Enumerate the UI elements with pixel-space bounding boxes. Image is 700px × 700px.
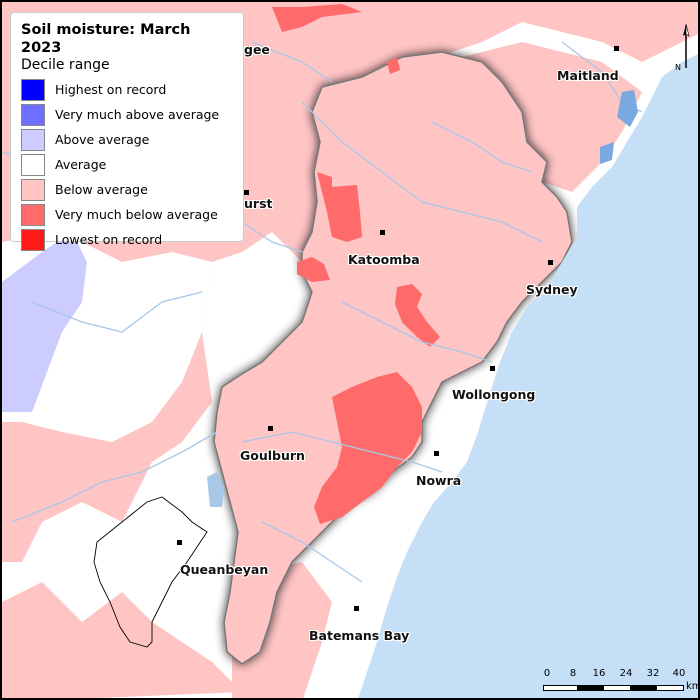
legend-swatch bbox=[21, 228, 45, 251]
scale-segment-1 bbox=[543, 685, 578, 691]
legend-swatch bbox=[21, 103, 45, 126]
scale-segment-2 bbox=[577, 685, 604, 691]
very-much-below-average-zone-3 bbox=[317, 172, 362, 242]
place-label-mudgee: gee bbox=[244, 42, 270, 57]
legend-item: Average bbox=[21, 152, 233, 177]
scale-unit: km bbox=[686, 681, 700, 692]
legend-label: Very much below average bbox=[55, 207, 218, 222]
place-label-nowra: Nowra bbox=[416, 473, 462, 488]
legend-items: Highest on record Very much above average… bbox=[21, 77, 233, 252]
town-marker-bathurst bbox=[244, 190, 249, 195]
scale-tick-label: 8 bbox=[569, 668, 577, 679]
place-label-katoomba: Katoomba bbox=[348, 252, 420, 267]
legend-label: Below average bbox=[55, 182, 148, 197]
very-much-below-average-zone-6 bbox=[387, 57, 400, 74]
legend-item: Above average bbox=[21, 127, 233, 152]
town-marker-maitland bbox=[614, 46, 619, 51]
very-much-below-average-zone-1 bbox=[314, 372, 422, 524]
tasman-sea bbox=[358, 54, 698, 698]
scale-bar: 0 8 16 24 32 40 km bbox=[542, 668, 700, 696]
legend-subtitle: Decile range bbox=[21, 57, 110, 73]
scale-tick-label: 16 bbox=[592, 668, 606, 679]
below-average-region-southwest bbox=[2, 582, 242, 698]
legend-label: Above average bbox=[55, 132, 150, 147]
legend-label: Highest on record bbox=[55, 82, 167, 97]
legend-item: Very much above average bbox=[21, 102, 233, 127]
scale-tick-label: 32 bbox=[646, 668, 660, 679]
scale-segment-3 bbox=[603, 685, 631, 691]
legend-swatch bbox=[21, 203, 45, 226]
scale-segment-4 bbox=[630, 685, 657, 691]
town-marker-wollongong bbox=[490, 366, 495, 371]
place-label-maitland: Maitland bbox=[557, 68, 619, 83]
scale-segment-5 bbox=[656, 685, 684, 691]
legend-swatch bbox=[21, 78, 45, 101]
very-much-below-average-zone-5 bbox=[272, 4, 362, 32]
legend-swatch bbox=[21, 178, 45, 201]
legend-swatch bbox=[21, 128, 45, 151]
above-average-region-west bbox=[2, 232, 87, 412]
north-arrow-label: N bbox=[675, 63, 681, 72]
north-arrow-icon: N bbox=[675, 23, 690, 72]
legend-item: Lowest on record bbox=[21, 227, 233, 252]
town-marker-queanbeyan bbox=[177, 540, 182, 545]
place-label-bathurst: urst bbox=[244, 196, 273, 211]
legend-item: Below average bbox=[21, 177, 233, 202]
town-marker-goulburn bbox=[268, 426, 273, 431]
estuary-north bbox=[600, 142, 614, 164]
town-marker-sydney bbox=[548, 260, 553, 265]
legend-item: Highest on record bbox=[21, 77, 233, 102]
lake-warragamba bbox=[207, 472, 224, 507]
very-much-below-average-zone-4 bbox=[297, 257, 330, 282]
act-boundary bbox=[93, 496, 208, 648]
town-marker-nowra bbox=[434, 451, 439, 456]
legend-label: Very much above average bbox=[55, 107, 220, 122]
very-much-below-average-zone-2 bbox=[395, 284, 440, 347]
catchment-boundary bbox=[213, 51, 573, 665]
place-label-wollongong: Wollongong bbox=[452, 387, 536, 402]
legend-swatch bbox=[21, 153, 45, 176]
town-marker-batemans-bay bbox=[354, 606, 359, 611]
legend-item: Very much below average bbox=[21, 202, 233, 227]
legend-label: Lowest on record bbox=[55, 232, 163, 247]
place-label-queanbeyan: Queanbeyan bbox=[180, 562, 269, 577]
place-label-sydney: Sydney bbox=[526, 282, 578, 297]
scale-tick-label: 0 bbox=[543, 668, 551, 679]
town-marker-katoomba bbox=[380, 230, 385, 235]
scale-tick-label: 24 bbox=[619, 668, 633, 679]
scale-tick-label: 40 bbox=[672, 668, 686, 679]
map-legend: Soil moisture: March 2023 Decile range H… bbox=[10, 12, 244, 251]
legend-label: Average bbox=[55, 157, 107, 172]
legend-title: Soil moisture: March 2023 bbox=[21, 22, 191, 56]
place-label-goulburn: Goulburn bbox=[240, 448, 305, 463]
north-arrow: N bbox=[674, 22, 694, 72]
place-label-batemans-bay: Batemans Bay bbox=[309, 628, 410, 643]
lake-macquarie bbox=[617, 90, 638, 127]
